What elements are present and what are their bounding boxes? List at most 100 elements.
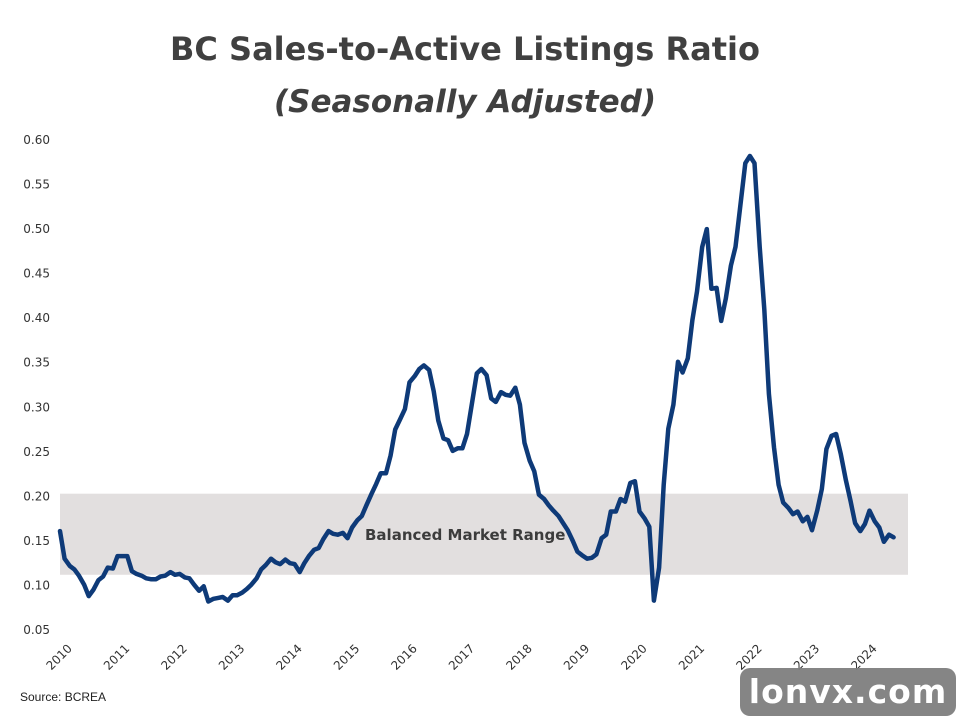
data-point (413, 374, 416, 378)
data-point (514, 386, 517, 389)
data-point (681, 371, 684, 374)
data-point (796, 510, 799, 513)
data-point (490, 397, 493, 400)
x-tick-label: 2013 (216, 641, 247, 672)
data-point (672, 403, 675, 406)
x-tick-label: 2010 (43, 641, 74, 672)
data-point (542, 497, 546, 501)
data-point (844, 479, 848, 482)
data-point (178, 572, 181, 576)
data-point (605, 533, 608, 536)
y-tick-label: 0.55 (23, 178, 50, 192)
data-point (701, 245, 704, 249)
data-point (418, 367, 421, 371)
data-point (504, 393, 507, 396)
data-point (662, 483, 665, 486)
data-point (221, 595, 224, 599)
data-point (101, 575, 105, 578)
data-point (586, 557, 589, 560)
data-point (346, 537, 349, 540)
data-point (695, 290, 699, 293)
x-tick-label: 2021 (676, 641, 707, 672)
data-point (58, 529, 62, 533)
x-tick-label: 2019 (561, 641, 592, 672)
data-point (744, 162, 747, 165)
data-point (561, 521, 565, 525)
data-point (676, 360, 680, 363)
data-point (399, 417, 402, 421)
data-point (307, 554, 311, 558)
data-point (106, 566, 109, 569)
data-point (264, 563, 267, 567)
data-point (120, 554, 124, 558)
data-point (816, 509, 819, 512)
x-tick-label: 2017 (446, 641, 477, 672)
data-point (705, 227, 708, 231)
data-point (111, 567, 115, 570)
data-point (365, 504, 368, 507)
data-point (465, 432, 469, 436)
data-point (269, 557, 273, 560)
data-point (887, 533, 891, 536)
data-point (518, 403, 522, 406)
data-point (327, 529, 330, 533)
data-point (384, 472, 388, 475)
data-point (192, 583, 196, 586)
data-point (145, 577, 148, 580)
data-point (485, 374, 488, 377)
data-point (279, 562, 282, 566)
balanced-range-band (60, 493, 908, 575)
data-point (557, 514, 560, 518)
data-point (533, 470, 536, 473)
data-point (422, 364, 426, 367)
y-tick-label: 0.05 (23, 623, 50, 637)
data-point (140, 574, 143, 577)
data-point (609, 510, 612, 513)
data-point (878, 526, 881, 529)
data-point (394, 428, 397, 431)
data-point (657, 566, 661, 569)
data-point (317, 546, 320, 550)
y-tick-label: 0.30 (23, 400, 50, 414)
data-point (753, 162, 756, 165)
y-tick-label: 0.40 (23, 311, 50, 325)
data-point (245, 587, 248, 591)
data-point (149, 578, 152, 581)
data-point (97, 578, 100, 582)
data-point (63, 557, 66, 560)
data-point (442, 437, 445, 440)
data-point (834, 432, 838, 436)
data-point (600, 537, 603, 540)
y-tick-label: 0.10 (23, 578, 50, 592)
data-point (322, 537, 325, 541)
data-point (499, 390, 503, 394)
data-point (336, 533, 339, 536)
data-point (126, 554, 129, 558)
data-point (432, 390, 435, 393)
data-point (241, 591, 244, 594)
data-point (284, 558, 287, 561)
data-point (652, 599, 656, 602)
data-point (231, 594, 234, 597)
data-point (595, 553, 598, 556)
data-point (461, 447, 464, 450)
data-point (537, 493, 541, 496)
data-point (403, 407, 407, 411)
y-axis-ticks: 0.05 0.10 0.15 0.20 0.25 0.30 0.35 0.40 0.45 0.50… (23, 133, 50, 637)
data-point (782, 501, 785, 504)
data-point (724, 297, 727, 300)
data-point (614, 510, 618, 513)
data-point (547, 504, 550, 507)
data-point (758, 245, 761, 249)
data-point (715, 286, 718, 290)
data-point (853, 521, 857, 525)
data-point (763, 308, 766, 311)
data-point (235, 594, 239, 597)
y-tick-label: 0.45 (23, 267, 50, 281)
data-point (293, 562, 296, 566)
data-point (863, 522, 867, 526)
data-point (389, 454, 392, 457)
data-point (350, 526, 354, 529)
data-point (748, 154, 752, 158)
